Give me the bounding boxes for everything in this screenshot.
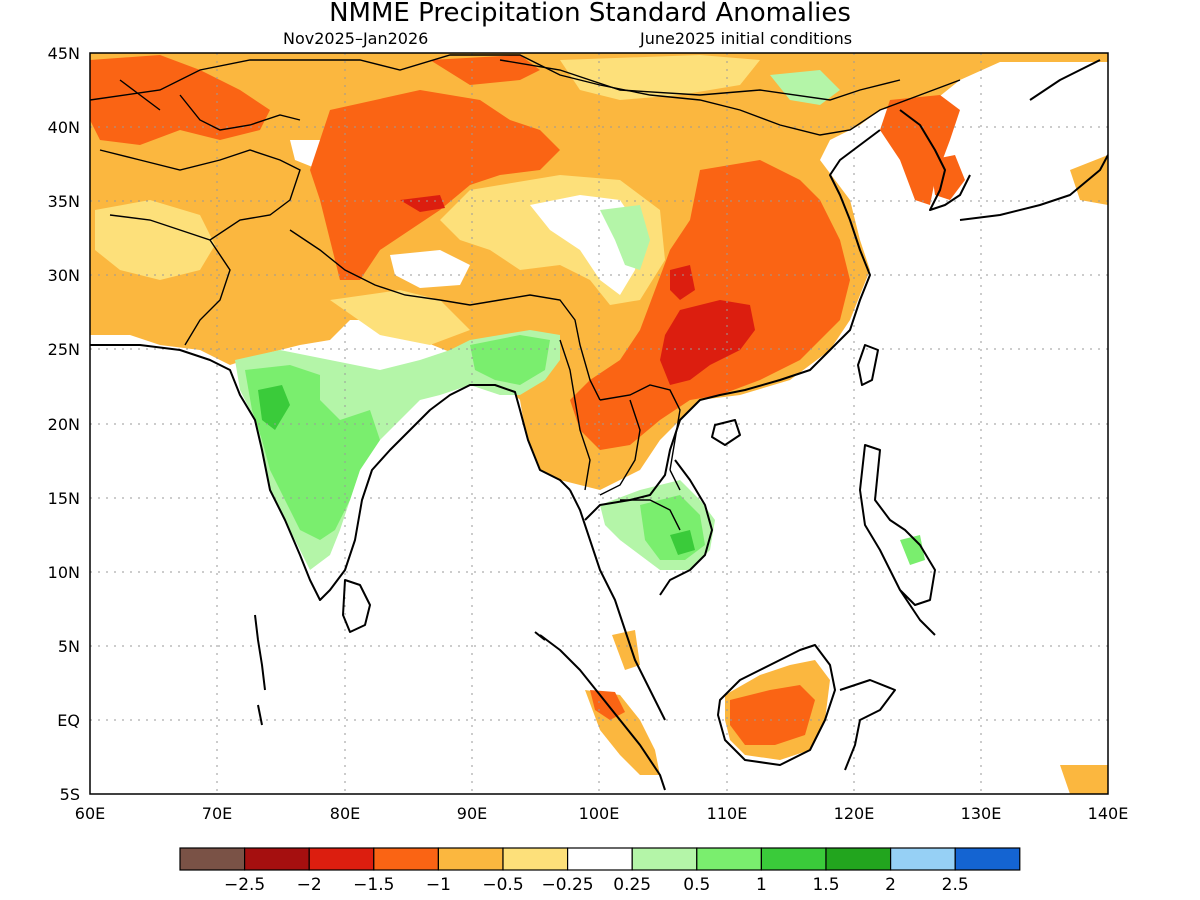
colorbar-label: 0.5 [683, 875, 710, 895]
coastline-borneo [717, 644, 836, 766]
map-area [90, 53, 1108, 794]
latitude-axis: 45N 40N 35N 30N 25N 20N 15N 10N 5N EQ 5S [48, 44, 80, 804]
colorbar-swatch [631, 847, 698, 871]
colorbar-label: 2.5 [942, 875, 969, 895]
dry-patch-korea [930, 155, 965, 200]
lat-label: 45N [48, 44, 80, 63]
lon-label: 140E [1088, 804, 1129, 823]
colorbar-swatch [437, 847, 504, 871]
neutral-patch-himalaya [390, 250, 470, 288]
lat-lon-grid [90, 53, 1108, 794]
colorbar-swatch [889, 847, 956, 871]
coastline-sumatra [534, 631, 666, 791]
strong-dry-north-china [310, 90, 560, 280]
lon-label: 100E [579, 804, 620, 823]
lat-label: 20N [48, 415, 80, 434]
subtitle-period: Nov2025–Jan2026 [283, 29, 428, 48]
lat-label: 30N [48, 266, 80, 285]
colorbar: −2.5 −2 −1.5 −1 −0.5 −0.25 0.25 0.5 1 1.5 2 2.5 [179, 847, 1021, 895]
dry-patch-malaysia [612, 630, 640, 670]
colorbar-swatch [760, 847, 827, 871]
lat-label: 10N [48, 563, 80, 582]
coastline-maldives [254, 614, 266, 726]
lat-label: EQ [57, 711, 80, 730]
strong-dry-borneo [730, 685, 815, 745]
anomaly-shading [90, 53, 1108, 794]
border-afghanistan [99, 149, 301, 241]
lon-label: 70E [202, 804, 232, 823]
border-myanmar-thailand [559, 339, 681, 496]
colorbar-label: −2 [297, 875, 322, 895]
colorbar-label: −0.25 [542, 875, 594, 895]
colorbar-label: −1.5 [353, 875, 394, 895]
map-frame [89, 52, 1109, 795]
colorbar-label: 1 [756, 875, 767, 895]
strong-wet-india-west [258, 385, 290, 430]
coastline-korea-japan [899, 59, 1108, 221]
strong-dry-west [90, 55, 270, 145]
lon-label: 120E [834, 804, 875, 823]
dry-patch-southeast [1060, 765, 1108, 794]
very-dry-southeast-china [660, 300, 755, 385]
weak-dry-patch-mongolia [560, 55, 760, 100]
coastline-sulawesi [839, 679, 896, 771]
border-cambodia-vietnam [620, 469, 681, 531]
lon-label: 130E [961, 804, 1002, 823]
coastline-india [90, 344, 571, 601]
colorbar-label: 1.5 [812, 875, 839, 895]
colorbar-swatch [696, 847, 762, 871]
colorbar-swatch [179, 847, 246, 871]
colorbar-swatch [373, 847, 439, 871]
coastline-sri-lanka [342, 579, 371, 633]
border-himalaya [289, 229, 601, 401]
border-mongolia [499, 59, 901, 101]
longitude-axis: 60E 70E 80E 90E 100E 110E 120E 130E 140E [75, 804, 1129, 823]
lon-label: 80E [330, 804, 360, 823]
lat-label: 40N [48, 118, 80, 137]
border-central-asia [119, 79, 301, 131]
weak-dry-patch-india-north [330, 290, 470, 345]
wet-patch-tibet [600, 205, 650, 270]
strong-wet-indochina [670, 530, 695, 555]
wet-patch-mongolia [770, 70, 840, 105]
colorbar-swatch [502, 847, 569, 871]
lon-label: 60E [75, 804, 105, 823]
colorbar-label: 2 [885, 875, 896, 895]
colorbar-swatch [308, 847, 375, 871]
lat-label: 5S [60, 785, 80, 804]
very-dry-china-north [670, 265, 695, 300]
coastline-hainan-taiwan [711, 344, 879, 446]
colorbar-swatch [244, 847, 310, 871]
lon-label: 110E [707, 804, 748, 823]
coastlines [90, 59, 1108, 791]
border-china-north [90, 54, 961, 136]
lat-label: 35N [48, 192, 80, 211]
colorbar-label: −1 [426, 875, 451, 895]
weak-dry-patch-pakistan [95, 200, 215, 280]
figure-title: NMME Precipitation Standard Anomalies [329, 0, 851, 28]
coastline-philippines [859, 444, 936, 636]
colorbar-label: −2.5 [224, 875, 265, 895]
colorbar-swatch [566, 847, 633, 871]
colorbar-label: −0.5 [482, 875, 523, 895]
lat-label: 5N [58, 637, 80, 656]
colorbar-swatch [825, 847, 892, 871]
border-pakistan-india [184, 239, 231, 346]
lon-label: 90E [457, 804, 487, 823]
lat-label: 25N [48, 340, 80, 359]
colorbar-label: 0.25 [613, 875, 651, 895]
subtitle-initial-conditions: June2025 initial conditions [639, 29, 852, 48]
country-borders [90, 54, 961, 531]
strong-dry-north-east [880, 95, 960, 205]
wet-region-bangladesh [470, 335, 550, 385]
lat-label: 15N [48, 489, 80, 508]
coastline-indochina [569, 129, 881, 721]
very-dry-north-india [400, 195, 445, 212]
colorbar-swatch [954, 847, 1021, 871]
